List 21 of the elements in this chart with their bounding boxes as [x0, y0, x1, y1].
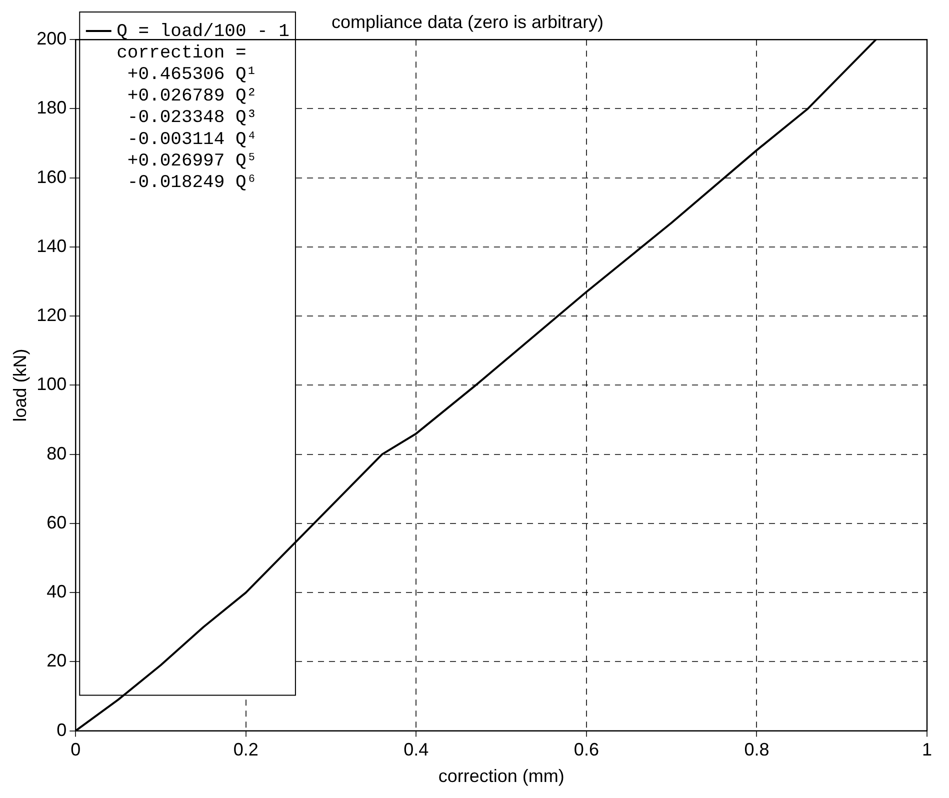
- x-tick-label: 0.2: [233, 740, 258, 760]
- y-tick-label: 20: [46, 650, 67, 671]
- x-tick-label: 0: [70, 740, 81, 760]
- y-tick-label: 80: [46, 443, 67, 464]
- y-tick-label: 0: [56, 720, 67, 740]
- x-axis-title: correction (mm): [438, 766, 564, 786]
- x-tick-label: 0.4: [404, 740, 429, 760]
- x-tick-label: 0.6: [574, 740, 599, 760]
- x-tick-label: 1: [922, 740, 932, 760]
- y-tick-label: 200: [36, 28, 67, 49]
- y-tick-label: 60: [46, 512, 67, 532]
- legend-label: Q = load/100 - 1 correction = +0.465306 Q¹ +0.026789 Q² -0.023348 Q³ -0.003114 Q⁴ +0.026997 Q⁵ -0.018249 Q⁶: [116, 22, 290, 193]
- y-tick-label: 100: [36, 374, 67, 394]
- y-axis-title: load (kN): [10, 348, 30, 422]
- y-tick-label: 140: [36, 236, 67, 256]
- y-tick-label: 40: [46, 582, 67, 602]
- y-tick-label: 160: [36, 166, 67, 187]
- x-tick-label: 0.8: [744, 740, 770, 760]
- chart-title: compliance data (zero is arbitrary): [331, 12, 604, 32]
- y-tick-label: 180: [36, 98, 67, 118]
- y-tick-label: 120: [36, 305, 67, 326]
